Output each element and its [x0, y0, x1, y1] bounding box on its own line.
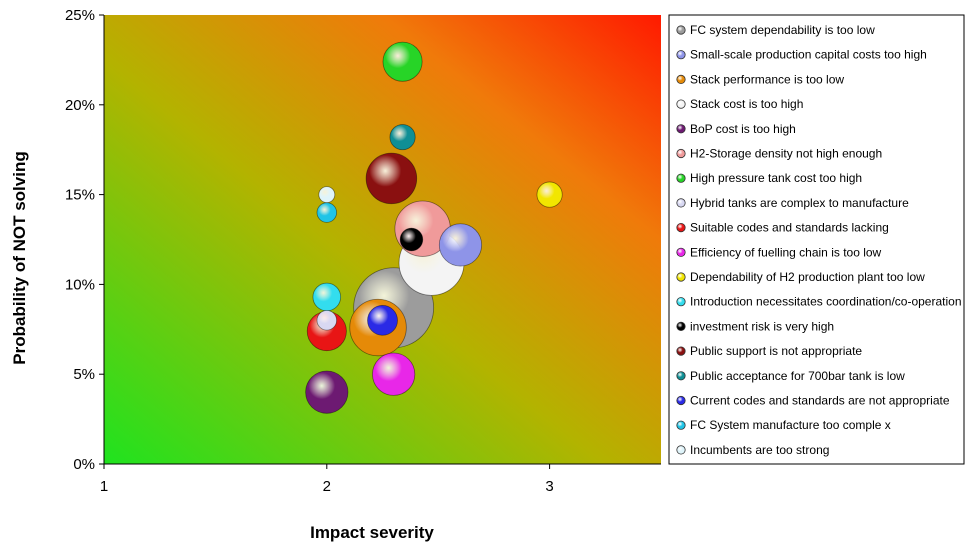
bubble-point: [316, 310, 337, 331]
bubble-point: [365, 152, 418, 205]
bubble-layer: [305, 41, 563, 414]
plot-area-background: [104, 15, 661, 464]
bubble-point: [305, 370, 349, 414]
legend-box: [668, 14, 965, 465]
legend-marker: [676, 223, 686, 233]
legend-marker: [676, 99, 686, 109]
legend-label: Suitable codes and standards lacking: [690, 221, 889, 235]
bubble-point: [536, 181, 563, 208]
legend-label: FC system dependability is too low: [690, 23, 875, 37]
bubble-point: [382, 41, 423, 82]
y-tick-label: 10%: [65, 276, 95, 293]
legend-marker: [676, 371, 686, 381]
legend-label: FC System manufacture too comple x: [690, 418, 891, 432]
legend-marker: [676, 124, 686, 134]
legend-marker: [676, 321, 686, 331]
x-axis-title: Impact severity: [310, 523, 434, 542]
bubble-point: [438, 223, 483, 267]
legend-marker: [676, 445, 686, 455]
bubble-point: [367, 304, 398, 336]
legend-label: High pressure tank cost too high: [690, 171, 862, 185]
legend-marker: [676, 25, 686, 35]
bubble-point: [312, 282, 342, 312]
legend-marker: [676, 173, 686, 183]
legend-label: Stack cost is too high: [690, 97, 803, 111]
x-tick-label: 3: [545, 478, 553, 495]
legend-label: Current codes and standards are not appr…: [690, 394, 950, 408]
y-tick-label: 15%: [65, 187, 95, 204]
bubble-point: [316, 202, 337, 223]
x-tick-label: 1: [100, 478, 108, 495]
bubble-point: [318, 186, 336, 204]
legend-marker: [676, 148, 686, 159]
legend-label: Public acceptance for 700bar tank is low: [690, 369, 905, 383]
y-tick-label: 0%: [73, 456, 95, 473]
legend-label: Stack performance is too low: [690, 72, 844, 86]
legend-label: Introduction necessitates coordination/c…: [690, 295, 962, 309]
axes: [103, 15, 661, 465]
legend-marker: [676, 272, 686, 282]
y-ticks: 0% 5% 10% 15% 20% 25%: [65, 7, 104, 473]
legend-marker: [676, 247, 686, 257]
legend-marker: [676, 297, 686, 307]
x-tick-label: 2: [323, 478, 331, 495]
legend-marker: [676, 198, 686, 208]
bubble-point: [389, 124, 416, 151]
bubble-point: [372, 352, 416, 396]
y-tick-label: 25%: [65, 7, 95, 24]
y-axis-title: Probability of NOT solving: [10, 151, 29, 364]
legend: FC system dependability is too low Small-…: [668, 14, 965, 465]
legend-label: Incumbents are too strong: [690, 443, 829, 457]
legend-label: BoP cost is too high: [690, 122, 796, 136]
legend-label: Efficiency of fuelling chain is too low: [690, 245, 882, 259]
legend-label: Dependability of H2 production plant too…: [690, 270, 925, 284]
legend-marker: [676, 420, 686, 430]
y-tick-label: 20%: [65, 97, 95, 114]
legend-label: Hybrid tanks are complex to manufacture: [690, 196, 909, 210]
bubble-point: [399, 227, 424, 252]
legend-marker: [676, 395, 686, 406]
legend-label: Public support is not appropriate: [690, 344, 862, 358]
x-ticks: 1 2 3: [100, 464, 554, 495]
y-tick-label: 5%: [73, 366, 95, 383]
legend-label: Small-scale production capital costs too…: [690, 48, 927, 62]
legend-label: H2-Storage density not high enough: [690, 147, 882, 161]
legend-marker: [676, 74, 686, 85]
legend-marker: [676, 50, 686, 60]
legend-marker: [676, 346, 686, 356]
legend-label: investment risk is very high: [690, 319, 834, 333]
